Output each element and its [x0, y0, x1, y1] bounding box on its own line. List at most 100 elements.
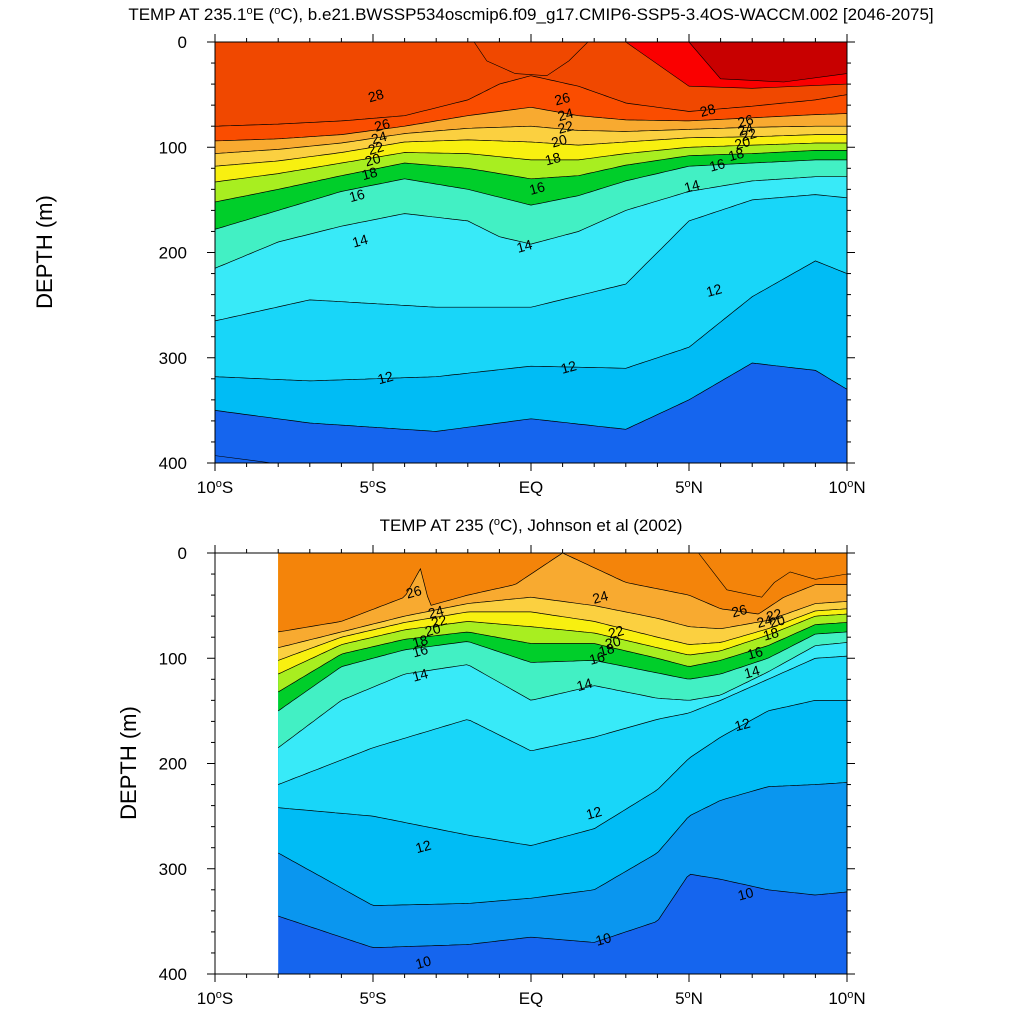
panel-bottom-plot-area: 2624222018161424222018161426242220181614… — [277, 553, 847, 974]
contour-label: 12 — [414, 837, 433, 857]
contour-label: 10 — [414, 952, 433, 972]
contour-label: 18 — [726, 145, 745, 165]
contour-label: 24 — [556, 105, 575, 125]
isotherm-26 — [215, 106, 847, 142]
contour-label: 12 — [584, 803, 603, 823]
contour-label: 18 — [761, 624, 780, 644]
contour-label: 14 — [742, 662, 761, 682]
contour-label: 20 — [603, 632, 622, 652]
contour-label: 14 — [575, 675, 594, 695]
contour-label: 10 — [736, 884, 755, 904]
y-tick-label: 100 — [159, 649, 187, 668]
contour-label: 22 — [764, 605, 783, 625]
title-part: C), b.e21.BWSSP534oscmip6.f09_g17.CMIP6-… — [280, 5, 933, 24]
isotherm-22 — [215, 134, 847, 167]
isotherm-22 — [278, 608, 847, 661]
title-part: C), Johnson et al (2002) — [500, 516, 682, 535]
isotherm-16 — [278, 631, 847, 712]
contour-label: 26 — [730, 601, 749, 621]
y-tick-label: 200 — [159, 755, 187, 774]
contour-label: 18 — [410, 631, 429, 651]
isotherm-11 — [278, 782, 847, 906]
deep-pool-10 — [215, 455, 272, 463]
isotherm-16 — [215, 159, 847, 230]
y-tick-label: 100 — [159, 138, 187, 157]
isotherm-24 — [278, 596, 847, 649]
contour-label: 26 — [553, 89, 572, 109]
title-part: TEMP AT 235.1 — [128, 5, 246, 24]
contour-label: 20 — [768, 611, 787, 631]
contour-label: 18 — [597, 640, 616, 660]
title-degree: o — [246, 5, 252, 17]
contour-label: 22 — [556, 117, 575, 137]
panel-bottom-title: TEMP AT 235 (oC), Johnson et al (2002) — [380, 516, 683, 535]
contour-label: 16 — [410, 641, 429, 661]
contour-label: 24 — [591, 587, 610, 607]
isotherm-26 — [278, 553, 847, 633]
contour-label: 16 — [745, 643, 764, 663]
y-tick-label: 300 — [159, 860, 187, 879]
panel-bottom-axes: 0 100 200 300 400 10oS 5oS EQ 5oN 10oN — [159, 544, 866, 1008]
isotherm-11 — [215, 362, 847, 432]
isotherm-14 — [215, 176, 847, 269]
contour-label: 20 — [550, 131, 569, 151]
contour-label: 14 — [350, 231, 369, 251]
x-tick-label: EQ — [519, 478, 544, 497]
contour-label: 16 — [708, 155, 727, 175]
x-tick-label: 5oS — [360, 478, 387, 497]
x-tick-label: 10oN — [828, 989, 865, 1008]
y-tick-label: 0 — [178, 33, 187, 52]
contour-label: 12 — [733, 715, 752, 735]
panel-top-axes: 0 100 200 300 400 10oS 5oS EQ 5oN 10oN — [159, 33, 866, 497]
contour-label: 24 — [755, 611, 774, 631]
panel-bottom: TEMP AT 235 (oC), Johnson et al (2002) D… — [116, 516, 866, 1008]
y-tick-label: 400 — [159, 454, 187, 473]
contour-label: 12 — [559, 357, 578, 377]
contour-label: 14 — [515, 236, 534, 256]
x-tick-label: 10oS — [197, 478, 233, 497]
contour-label: 18 — [543, 149, 562, 169]
contour-label: 20 — [423, 620, 442, 640]
contour-label: 22 — [606, 622, 625, 642]
y-tick-label: 0 — [178, 544, 187, 563]
title-part: TEMP AT 235 ( — [380, 516, 495, 535]
contour-label: 16 — [587, 648, 606, 668]
contour-label: 26 — [736, 111, 755, 131]
contour-label: 12 — [376, 368, 395, 388]
panel-bottom-ylabel: DEPTH (m) — [116, 706, 141, 820]
contour-label: 16 — [347, 186, 366, 206]
contour-label: 20 — [363, 150, 382, 170]
contour-label: 18 — [360, 164, 379, 184]
isotherm-24 — [215, 125, 847, 154]
contour-label: 26 — [404, 582, 423, 602]
isotherm-12 — [278, 700, 847, 846]
contour-label: 22 — [366, 138, 385, 158]
warm-pool-29 — [473, 42, 589, 77]
contour-label: 22 — [429, 611, 448, 631]
contour-label: 10 — [594, 929, 613, 949]
isotherm-13 — [215, 194, 847, 322]
title-part: E ( — [253, 5, 275, 24]
title-degree: o — [494, 516, 500, 528]
panel-top-ylabel: DEPTH (m) — [32, 195, 57, 309]
x-tick-label: EQ — [519, 989, 544, 1008]
panel-top: TEMP AT 235.1oE (oC), b.e21.BWSSP534oscm… — [32, 5, 934, 497]
contour-label: 22 — [739, 125, 758, 145]
isotherm-18 — [215, 150, 847, 203]
contour-label: 24 — [736, 119, 755, 139]
isotherm-20 — [278, 613, 847, 675]
isotherm-13 — [278, 655, 847, 785]
isotherm-10 — [278, 873, 847, 948]
y-tick-label: 400 — [159, 965, 187, 984]
contour-label: 24 — [369, 128, 388, 148]
x-tick-label: 5oS — [360, 989, 387, 1008]
warm-pool-31 — [688, 42, 847, 83]
contour-label: 26 — [373, 115, 392, 135]
x-tick-label: 5oN — [675, 989, 703, 1008]
panel-top-plot-area: 2826242220181614262422201816142826242220… — [215, 42, 847, 463]
contour-label: 20 — [733, 133, 752, 153]
contour-label: 12 — [704, 280, 723, 300]
isotherm-12 — [215, 260, 847, 382]
x-tick-label: 10oN — [828, 478, 865, 497]
